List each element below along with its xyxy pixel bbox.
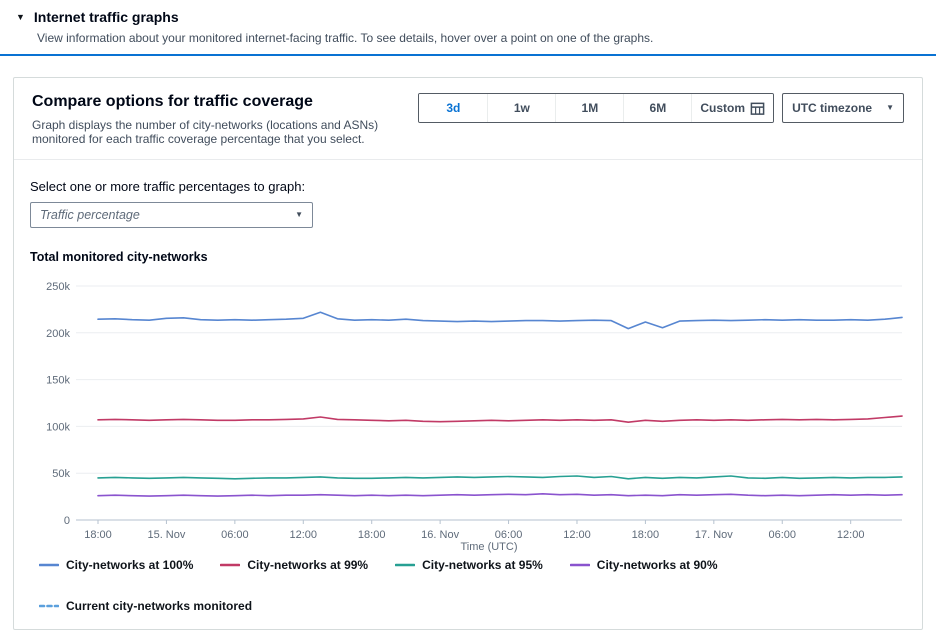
- card-body: Select one or more traffic percentages t…: [14, 160, 922, 629]
- legend-label: City-networks at 90%: [596, 558, 718, 572]
- x-axis-title: Time (UTC): [460, 541, 517, 553]
- x-tick-label: 17. Nov: [695, 529, 733, 541]
- range-button-custom[interactable]: Custom: [691, 94, 774, 122]
- x-tick-label: 12:00: [290, 529, 318, 541]
- legend-item-city-networks-at-100-[interactable]: City-networks at 100%: [39, 558, 193, 572]
- card-header-text: Compare options for traffic coverage Gra…: [32, 93, 418, 146]
- legend-swatch: [39, 563, 59, 567]
- y-tick-label: 150k: [46, 375, 70, 387]
- y-tick-label: 50k: [52, 468, 70, 480]
- legend-item-city-networks-at-95-[interactable]: City-networks at 95%: [395, 558, 543, 572]
- legend-label: City-networks at 100%: [66, 558, 194, 572]
- x-tick-label: 18:00: [84, 529, 112, 541]
- legend-item-city-networks-at-99-[interactable]: City-networks at 99%: [220, 558, 368, 572]
- timezone-select[interactable]: UTC timezone ▼: [782, 93, 904, 123]
- range-button-label: 6M: [649, 101, 667, 115]
- range-button-6m[interactable]: 6M: [623, 94, 692, 122]
- x-tick-label: 18:00: [632, 529, 660, 541]
- traffic-coverage-card: Compare options for traffic coverage Gra…: [13, 77, 923, 630]
- section-divider: [0, 54, 936, 56]
- section-expander[interactable]: ▼ Internet traffic graphs: [16, 9, 179, 25]
- x-tick-label: 16. Nov: [421, 529, 459, 541]
- series-line-city-networks-at-99-: [97, 415, 903, 423]
- card-description: Graph displays the number of city-networ…: [32, 118, 379, 146]
- traffic-select-label: Select one or more traffic percentages t…: [30, 179, 306, 194]
- range-button-3d[interactable]: 3d: [419, 94, 488, 122]
- legend-swatch: [395, 563, 416, 567]
- chart-title: Total monitored city-networks: [30, 250, 208, 264]
- range-button-label: 1w: [513, 101, 530, 115]
- section-title: Internet traffic graphs: [33, 9, 179, 25]
- card-header: Compare options for traffic coverage Gra…: [14, 78, 922, 160]
- chart-legend: City-networks at 100% City-networks at 99…: [39, 558, 906, 613]
- y-tick-label: 200k: [46, 328, 70, 340]
- legend-item-current-city-networks-monitored[interactable]: Current city-networks monitored: [39, 599, 252, 613]
- legend-label: City-networks at 99%: [247, 558, 369, 572]
- range-button-label: Custom: [700, 101, 746, 115]
- x-tick-label: 15. Nov: [147, 529, 185, 541]
- series-line-city-networks-at-90-: [97, 493, 903, 497]
- expander-arrow-icon: ▼: [16, 11, 25, 22]
- legend-swatch: [39, 604, 59, 608]
- y-tick-label: 250k: [46, 281, 70, 293]
- chevron-down-icon: ▼: [295, 210, 303, 219]
- x-tick-label: 18:00: [358, 529, 386, 541]
- range-segmented-control: 3d 1w 1M 6M Custom: [418, 93, 775, 123]
- card-header-controls: 3d 1w 1M 6M Custom UTC timezone ▼: [418, 93, 904, 123]
- x-tick-label: 06:00: [221, 529, 249, 541]
- legend-label: Current city-networks monitored: [66, 599, 253, 613]
- y-tick-label: 100k: [46, 421, 70, 433]
- x-tick-label: 06:00: [768, 529, 796, 541]
- section-description: View information about your monitored in…: [37, 31, 654, 45]
- calendar-icon: [750, 102, 765, 115]
- range-button-label: 1M: [581, 101, 599, 115]
- chevron-down-icon: ▼: [886, 103, 894, 112]
- card-title: Compare options for traffic coverage: [32, 93, 313, 110]
- legend-swatch: [220, 563, 241, 567]
- timezone-select-value: UTC timezone: [792, 101, 873, 115]
- range-button-1w[interactable]: 1w: [487, 94, 556, 122]
- x-tick-label: 06:00: [495, 529, 523, 541]
- x-tick-label: 12:00: [837, 529, 865, 541]
- internet-traffic-graphs-section: ▼ Internet traffic graphs View informati…: [0, 0, 936, 45]
- series-line-city-networks-at-95-: [97, 475, 903, 480]
- legend-label: City-networks at 95%: [422, 558, 543, 572]
- traffic-select-placeholder: Traffic percentage: [40, 208, 140, 222]
- traffic-chart[interactable]: Time (UTC) 250k 200k 150k 100k 50k 0 18:00 15. …: [30, 270, 906, 555]
- range-button-1m[interactable]: 1M: [555, 94, 624, 122]
- y-tick-label: 0: [64, 515, 70, 527]
- series-line-city-networks-at-100-: [97, 311, 903, 330]
- range-button-label: 3d: [446, 101, 461, 115]
- x-tick-label: 12:00: [563, 529, 591, 541]
- legend-item-city-networks-at-90-[interactable]: City-networks at 90%: [569, 558, 718, 572]
- legend-swatch: [569, 563, 590, 567]
- traffic-percentage-select[interactable]: Traffic percentage ▼: [30, 202, 313, 228]
